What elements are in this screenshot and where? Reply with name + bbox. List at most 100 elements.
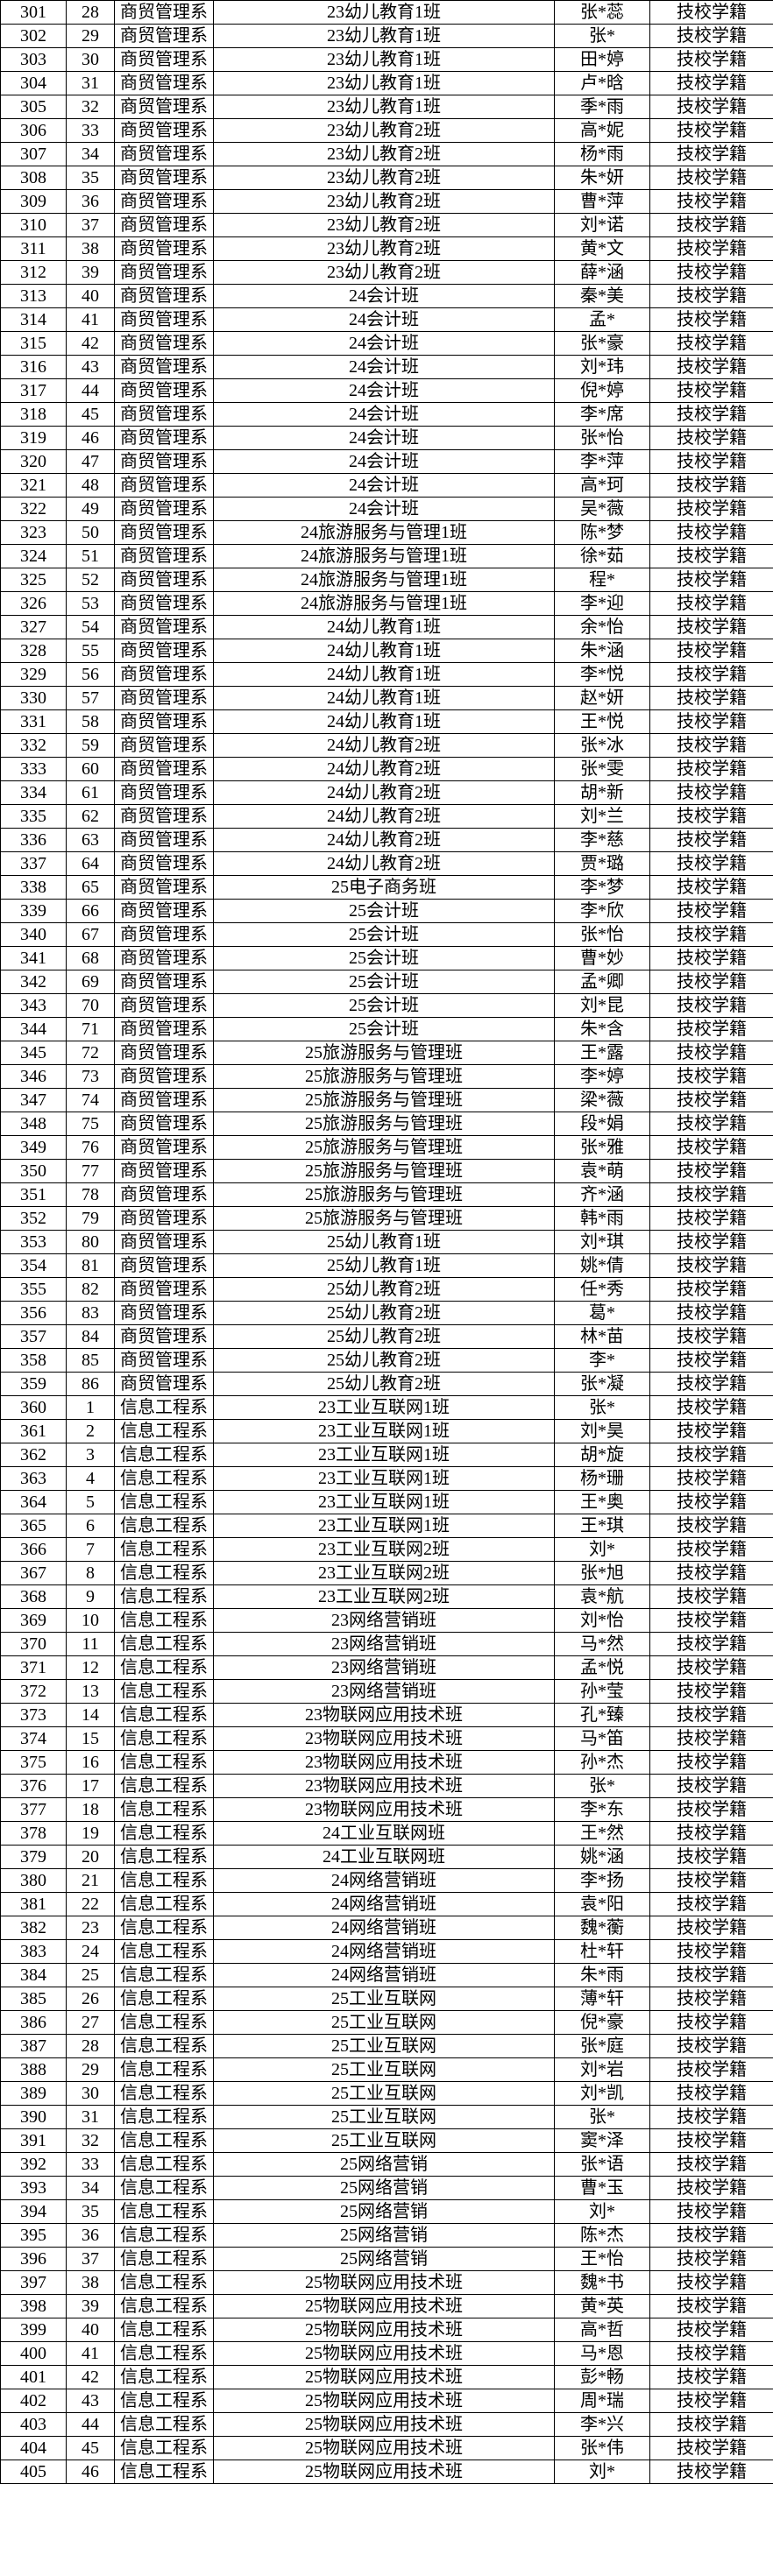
class-name-cell: 23幼儿教育2班	[213, 118, 555, 143]
enrollment-type-cell: 技校学籍	[649, 804, 773, 829]
table-row: 313 40 商贸管理系 24会计班 秦*美 技校学籍	[0, 284, 773, 308]
class-name-cell: 23幼儿教育1班	[213, 71, 555, 95]
row-number-cell: 398	[0, 2294, 67, 2318]
student-name-cell: 孙*杰	[554, 1750, 650, 1775]
table-row: 312 39 商贸管理系 23幼儿教育2班 薛*涵 技校学籍	[0, 260, 773, 285]
department-cell: 信息工程系	[114, 2152, 214, 2177]
table-row: 395 36 信息工程系 25网络营销 陈*杰 技校学籍	[0, 2223, 773, 2248]
enrollment-type-cell: 技校学籍	[649, 2365, 773, 2389]
sequence-number-cell: 7	[66, 1537, 115, 1562]
row-number-cell: 342	[0, 970, 67, 994]
row-number-cell: 374	[0, 1726, 67, 1751]
class-name-cell: 25旅游服务与管理班	[213, 1064, 555, 1089]
table-row: 326 53 商贸管理系 24旅游服务与管理1班 李*迎 技校学籍	[0, 591, 773, 616]
enrollment-type-cell: 技校学籍	[649, 1206, 773, 1231]
enrollment-type-cell: 技校学籍	[649, 733, 773, 758]
student-name-cell: 赵*妍	[554, 686, 650, 710]
enrollment-type-cell: 技校学籍	[649, 568, 773, 592]
row-number-cell: 305	[0, 95, 67, 119]
class-name-cell: 23幼儿教育2班	[213, 142, 555, 166]
sequence-number-cell: 32	[66, 95, 115, 119]
department-cell: 信息工程系	[114, 1514, 214, 1538]
row-number-cell: 321	[0, 473, 67, 498]
student-name-cell: 张*庭	[554, 2034, 650, 2058]
class-name-cell: 25工业互联网	[213, 2034, 555, 2058]
class-name-cell: 23工业互联网1班	[213, 1466, 555, 1491]
department-cell: 信息工程系	[114, 1655, 214, 1680]
class-name-cell: 23幼儿教育1班	[213, 47, 555, 72]
row-number-cell: 332	[0, 733, 67, 758]
table-row: 397 38 信息工程系 25物联网应用技术班 魏*书 技校学籍	[0, 2270, 773, 2295]
department-cell: 信息工程系	[114, 2223, 214, 2248]
class-name-cell: 25网络营销	[213, 2152, 555, 2177]
student-name-cell: 朱*涵	[554, 639, 650, 663]
table-row: 366 7 信息工程系 23工业互联网2班 刘* 技校学籍	[0, 1537, 773, 1562]
department-cell: 信息工程系	[114, 1703, 214, 1727]
table-row: 344 71 商贸管理系 25会计班 朱*含 技校学籍	[0, 1017, 773, 1041]
class-name-cell: 25物联网应用技术班	[213, 2270, 555, 2295]
class-name-cell: 23幼儿教育1班	[213, 95, 555, 119]
row-number-cell: 302	[0, 24, 67, 48]
class-name-cell: 23物联网应用技术班	[213, 1726, 555, 1751]
class-name-cell: 24工业互联网班	[213, 1821, 555, 1846]
department-cell: 商贸管理系	[114, 544, 214, 568]
row-number-cell: 399	[0, 2318, 67, 2342]
enrollment-type-cell: 技校学籍	[649, 1797, 773, 1822]
table-row: 404 45 信息工程系 25物联网应用技术班 张*伟 技校学籍	[0, 2436, 773, 2460]
student-name-cell: 王*奥	[554, 1490, 650, 1514]
student-name-cell: 余*怡	[554, 615, 650, 639]
enrollment-type-cell: 技校学籍	[649, 118, 773, 143]
sequence-number-cell: 85	[66, 1348, 115, 1373]
row-number-cell: 329	[0, 662, 67, 687]
row-number-cell: 380	[0, 1868, 67, 1893]
sequence-number-cell: 27	[66, 2010, 115, 2035]
department-cell: 商贸管理系	[114, 899, 214, 923]
table-row: 377 18 信息工程系 23物联网应用技术班 李*东 技校学籍	[0, 1797, 773, 1822]
row-number-cell: 378	[0, 1821, 67, 1846]
table-row: 317 44 商贸管理系 24会计班 倪*婷 技校学籍	[0, 378, 773, 403]
department-cell: 信息工程系	[114, 1679, 214, 1704]
sequence-number-cell: 6	[66, 1514, 115, 1538]
enrollment-type-cell: 技校学籍	[649, 2341, 773, 2366]
row-number-cell: 376	[0, 1774, 67, 1798]
table-row: 340 67 商贸管理系 25会计班 张*怡 技校学籍	[0, 922, 773, 947]
class-name-cell: 25幼儿教育1班	[213, 1230, 555, 1254]
class-name-cell: 25幼儿教育1班	[213, 1253, 555, 1278]
class-name-cell: 23工业互联网2班	[213, 1561, 555, 1585]
sequence-number-cell: 71	[66, 1017, 115, 1041]
student-name-cell: 葛*	[554, 1301, 650, 1325]
department-cell: 信息工程系	[114, 2318, 214, 2342]
department-cell: 信息工程系	[114, 2341, 214, 2366]
sequence-number-cell: 31	[66, 71, 115, 95]
student-name-cell: 孟*悦	[554, 1655, 650, 1680]
department-cell: 商贸管理系	[114, 142, 214, 166]
enrollment-type-cell: 技校学籍	[649, 780, 773, 805]
enrollment-type-cell: 技校学籍	[649, 24, 773, 48]
sequence-number-cell: 64	[66, 851, 115, 876]
enrollment-type-cell: 技校学籍	[649, 1845, 773, 1869]
sequence-number-cell: 45	[66, 402, 115, 427]
class-name-cell: 25幼儿教育2班	[213, 1301, 555, 1325]
table-row: 324 51 商贸管理系 24旅游服务与管理1班 徐*茹 技校学籍	[0, 544, 773, 568]
class-name-cell: 24旅游服务与管理1班	[213, 591, 555, 616]
row-number-cell: 336	[0, 828, 67, 852]
class-name-cell: 24会计班	[213, 378, 555, 403]
table-row: 357 84 商贸管理系 25幼儿教育2班 林*苗 技校学籍	[0, 1324, 773, 1349]
class-name-cell: 25幼儿教育2班	[213, 1372, 555, 1396]
row-number-cell: 369	[0, 1608, 67, 1633]
class-name-cell: 25物联网应用技术班	[213, 2460, 555, 2484]
student-name-cell: 张*	[554, 1774, 650, 1798]
class-name-cell: 25旅游服务与管理班	[213, 1135, 555, 1160]
class-name-cell: 23幼儿教育2班	[213, 260, 555, 285]
class-name-cell: 25工业互联网	[213, 2128, 555, 2153]
enrollment-type-cell: 技校学籍	[649, 2152, 773, 2177]
student-name-cell: 曹*玉	[554, 2176, 650, 2200]
student-name-cell: 刘*	[554, 1537, 650, 1562]
table-row: 396 37 信息工程系 25网络营销 王*怡 技校学籍	[0, 2247, 773, 2271]
enrollment-type-cell: 技校学籍	[649, 1230, 773, 1254]
sequence-number-cell: 11	[66, 1632, 115, 1656]
department-cell: 信息工程系	[114, 1987, 214, 2011]
row-number-cell: 386	[0, 2010, 67, 2035]
sequence-number-cell: 86	[66, 1372, 115, 1396]
student-name-cell: 李*	[554, 1348, 650, 1373]
